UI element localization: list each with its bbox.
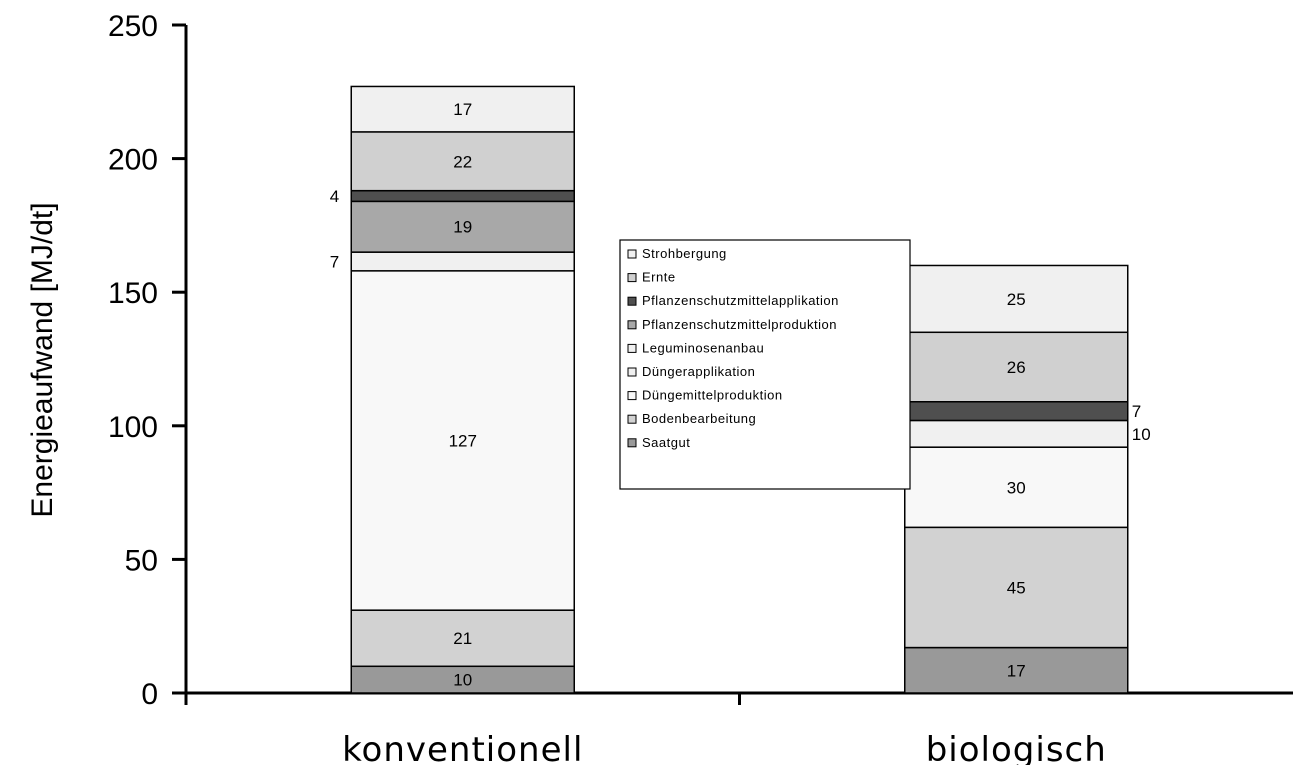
segment-value-label: 127	[449, 431, 477, 450]
bar-segment	[350, 200, 575, 253]
legend-entry: Düngemittelproduktion	[642, 388, 783, 403]
axes: 0 50 100 150 200 250 konventionell biologisch	[108, 10, 1293, 765]
segment-value-label: 7	[330, 252, 339, 271]
bar-segment	[904, 264, 1129, 334]
segment-labels: 10 21 127 7 19 4 22 17 17 45 30 10 7 26 25	[330, 100, 1151, 689]
y-tick-label: 150	[108, 277, 158, 310]
bar-segment	[904, 331, 1129, 403]
bar-segment	[350, 189, 575, 203]
legend-box	[619, 239, 911, 490]
legend-swatch	[627, 414, 637, 424]
legend-entry: Düngerapplikation	[642, 364, 755, 379]
legend-swatch	[627, 343, 637, 353]
y-tick-label: 50	[125, 544, 158, 577]
segment-value-label: 7	[1132, 402, 1141, 421]
y-tick-label: 0	[141, 678, 158, 711]
segment-value-label: 10	[1132, 425, 1151, 444]
legend-entry: Strohbergung	[642, 246, 727, 261]
bar-segment	[904, 646, 1129, 694]
x-category-label: konventionell	[342, 730, 583, 765]
bar-segment	[350, 85, 575, 133]
legend-entry: Saatgut	[642, 435, 690, 450]
segment-value-label: 45	[1007, 578, 1026, 597]
bar-segment	[904, 526, 1129, 649]
legend-entry: Bodenbearbeitung	[642, 411, 756, 426]
segment-value-label: 25	[1007, 290, 1026, 309]
bar-segment	[350, 270, 575, 611]
legend-entry: Pflanzenschutzmittelproduktion	[642, 317, 837, 332]
legend-entry: Ernte	[642, 270, 676, 285]
bar-segment	[350, 131, 575, 192]
y-tick-label: 200	[108, 144, 158, 177]
bar-segment	[904, 446, 1129, 529]
x-category-label: biologisch	[926, 730, 1107, 765]
bars	[350, 85, 1129, 694]
legend-swatch	[627, 438, 637, 448]
segment-value-label: 17	[1007, 661, 1026, 680]
bar-segment	[350, 609, 575, 668]
segment-value-label: 10	[453, 671, 472, 690]
legend-swatch	[627, 296, 637, 306]
bar-segment	[904, 419, 1129, 448]
y-axis-label: Energieaufwand [MJ/dt]	[26, 202, 59, 517]
legend-entry: Leguminosenanbau	[642, 340, 764, 355]
legend-swatch	[627, 273, 637, 283]
legend-swatch	[627, 320, 637, 330]
legend: Strohbergung Ernte Pflanzenschutzmittelapp…	[619, 239, 911, 490]
bar-segment	[350, 665, 575, 694]
bar-segment	[904, 401, 1129, 422]
legend-swatch	[627, 391, 637, 401]
y-tick-label: 250	[108, 10, 158, 43]
bar-segment	[350, 251, 575, 272]
segment-value-label: 17	[453, 100, 472, 119]
segment-value-label: 21	[453, 629, 472, 648]
segment-value-label: 19	[453, 218, 472, 237]
segment-value-label: 30	[1007, 478, 1026, 497]
legend-entry: Pflanzenschutzmittelapplikation	[642, 293, 839, 308]
legend-swatch	[627, 249, 637, 259]
segment-value-label: 26	[1007, 358, 1026, 377]
segment-value-label: 4	[330, 187, 339, 206]
y-tick-label: 100	[108, 411, 158, 444]
segment-value-label: 22	[453, 152, 472, 171]
legend-swatch	[627, 367, 637, 377]
